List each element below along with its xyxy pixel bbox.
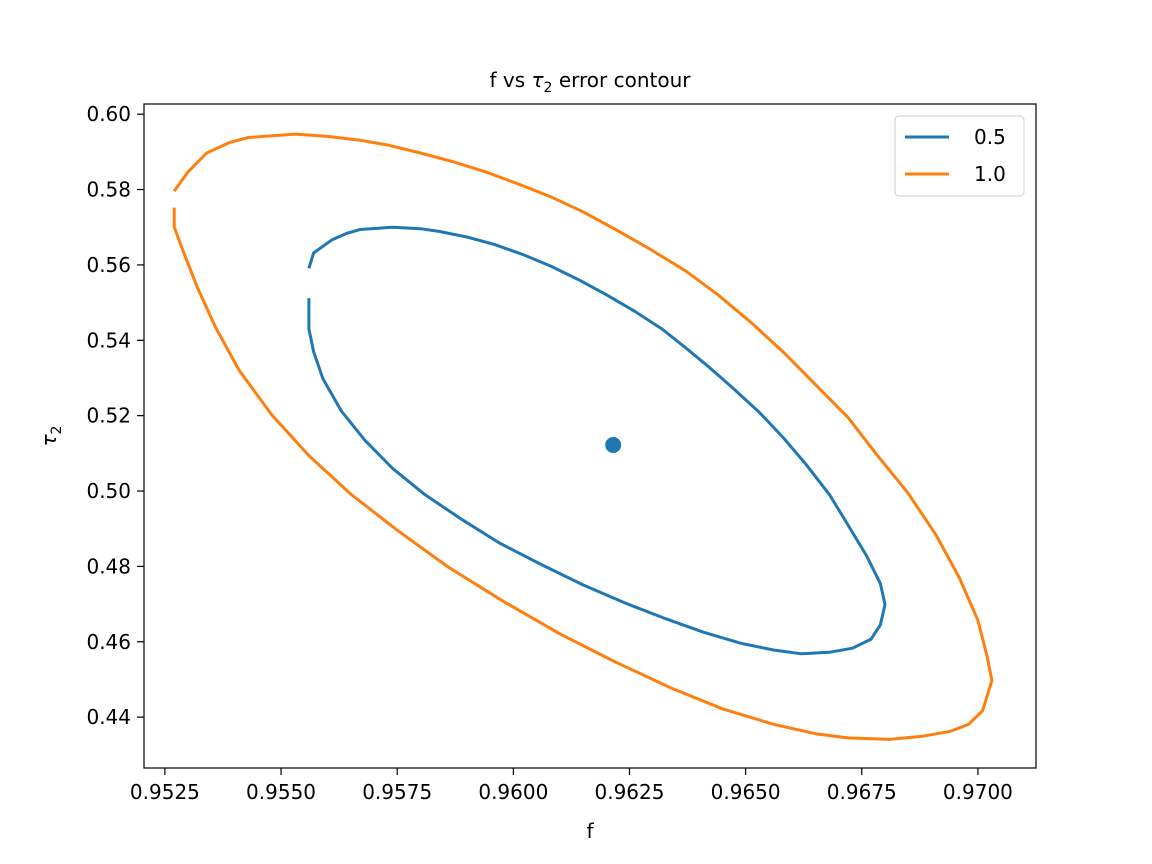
legend: 0.5 1.0 <box>894 115 1025 197</box>
y-tick-label: 0.44 <box>86 705 131 729</box>
y-tick-label: 0.50 <box>86 479 131 503</box>
x-tick-label: 0.9625 <box>594 780 664 804</box>
contour-line-0.5 <box>307 225 887 656</box>
center-point <box>605 437 622 453</box>
y-tick-label: 0.46 <box>86 630 131 654</box>
x-tick-label: 0.9675 <box>827 780 897 804</box>
chart-title-main: f vs <box>489 68 531 92</box>
x-tick-label: 0.9650 <box>711 780 781 804</box>
y-tick-label: 0.56 <box>86 253 131 277</box>
y-axis-ticks: 0.44 0.46 0.48 0.50 0.52 0.54 0.56 0.58 0.60 <box>86 102 144 729</box>
y-axis-label-subscript: 2 <box>49 426 65 435</box>
y-tick-label: 0.60 <box>86 102 131 126</box>
legend-label-1.0: 1.0 <box>974 162 1006 186</box>
y-tick-label: 0.52 <box>86 404 131 428</box>
x-axis-ticks: 0.9525 0.9550 0.9575 0.9600 0.9625 0.9650 0.96… <box>130 768 1013 804</box>
y-axis-label-symbol: τ <box>37 433 61 446</box>
x-tick-label: 0.9700 <box>943 780 1013 804</box>
x-tick-label: 0.9575 <box>362 780 432 804</box>
y-axis-label: τ2 <box>37 426 65 447</box>
y-tick-label: 0.58 <box>86 178 131 202</box>
chart-title: f vs τ2 error contour <box>489 68 691 96</box>
plot-frame <box>143 103 1037 769</box>
y-tick-label: 0.48 <box>86 554 131 578</box>
center-point-group <box>605 437 622 453</box>
x-tick-label: 0.9600 <box>478 780 548 804</box>
contour-curves <box>172 132 994 741</box>
chart-title-subscript: 2 <box>544 80 553 96</box>
legend-label-0.5: 0.5 <box>974 125 1006 149</box>
x-tick-label: 0.9525 <box>130 780 200 804</box>
x-axis-label: f <box>586 819 594 843</box>
contour-line-1.0 <box>172 132 994 741</box>
chart-title-symbol: τ <box>532 68 545 92</box>
x-tick-label: 0.9550 <box>246 780 316 804</box>
y-tick-label: 0.54 <box>86 328 131 352</box>
chart-title-tail: error contour <box>552 68 691 92</box>
